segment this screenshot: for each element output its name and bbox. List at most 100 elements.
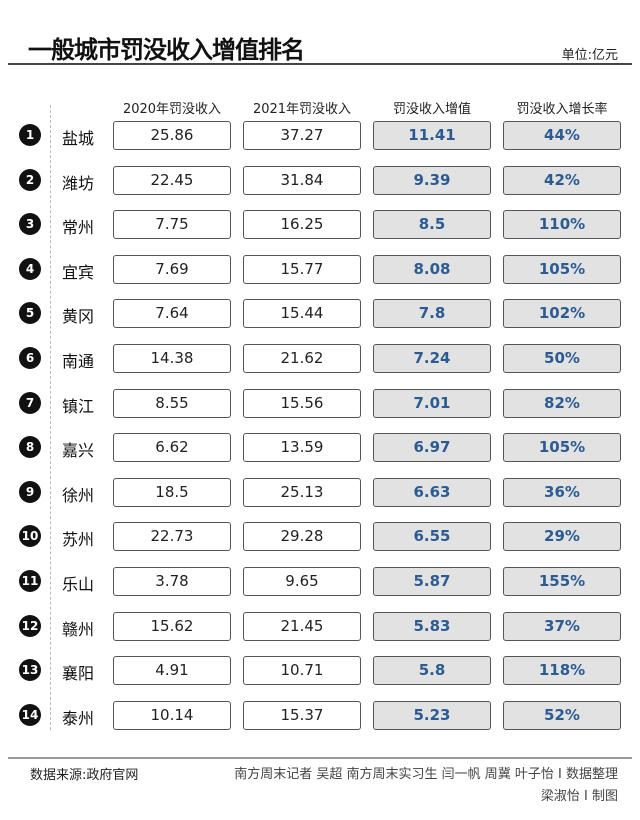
dashed-divider: [50, 105, 51, 730]
header-rate: 罚没收入增长率: [516, 102, 608, 117]
rank-badge: 1: [19, 124, 41, 146]
rank-badge: 9: [19, 480, 41, 503]
table-row: 2 潍坊 22.45 31.84 9.39 42%: [0, 165, 640, 195]
value-2020: 22.73: [113, 522, 231, 552]
value-increase: 6.97: [373, 433, 491, 463]
value-2020: 4.91: [113, 656, 231, 686]
city-name: 盐城: [62, 129, 95, 148]
rank-badge: 7: [19, 391, 41, 414]
city-name: 苏州: [62, 530, 95, 550]
value-increase: 11.41: [373, 121, 491, 150]
table-row: 11 乐山 3.78 9.65 5.87 155%: [0, 566, 640, 596]
value-2020: 10.14: [113, 700, 231, 730]
footer-divider: [8, 757, 632, 759]
value-rate: 52%: [503, 700, 621, 730]
table-row: 3 常州 7.75 16.25 8.5 110%: [0, 209, 640, 240]
table-row: 7 镇江 8.55 15.56 7.01 82%: [0, 388, 640, 418]
value-rate: 110%: [503, 210, 621, 240]
value-increase: 8.5: [373, 210, 491, 240]
rank-badge: 13: [19, 659, 41, 682]
table-row: 10 苏州 22.73 29.28 6.55 29%: [0, 521, 640, 552]
value-2021: 29.28: [243, 522, 361, 552]
value-rate: 82%: [503, 388, 621, 418]
value-increase: 9.39: [373, 165, 491, 195]
city-name: 宜宾: [62, 262, 95, 282]
table-row: 14 泰州 10.14 15.37 5.23 52%: [0, 700, 640, 730]
unit-label: 单位:亿元: [561, 48, 618, 63]
value-2021: 10.71: [243, 656, 361, 686]
value-increase: 7.01: [373, 388, 491, 418]
value-increase: 5.87: [373, 567, 491, 596]
value-2020: 3.78: [113, 567, 231, 596]
rank-badge: 3: [19, 213, 41, 236]
value-2020: 7.69: [113, 254, 231, 284]
rank-badge: 12: [19, 614, 41, 637]
value-2020: 8.55: [113, 388, 231, 418]
city-name: 南通: [62, 352, 95, 371]
value-2020: 7.75: [113, 210, 231, 240]
value-rate: 42%: [503, 165, 621, 195]
value-2021: 9.65: [243, 567, 361, 596]
value-2021: 13.59: [243, 433, 361, 463]
value-2021: 21.45: [243, 611, 361, 641]
city-name: 镇江: [62, 396, 95, 416]
city-name: 嘉兴: [62, 441, 95, 461]
value-rate: 155%: [503, 567, 621, 596]
value-2020: 25.86: [113, 121, 231, 150]
value-increase: 6.63: [373, 477, 491, 507]
table-row: 8 嘉兴 6.62 13.59 6.97 105%: [0, 432, 640, 463]
table-row: 9 徐州 18.5 25.13 6.63 36%: [0, 477, 640, 507]
table-row: 5 黄冈 7.64 15.44 7.8 102%: [0, 298, 640, 329]
value-2020: 14.38: [113, 344, 231, 373]
table-row: 6 南通 14.38 21.62 7.24 50%: [0, 343, 640, 373]
city-name: 襄阳: [62, 664, 95, 684]
rank-badge: 14: [19, 703, 41, 726]
city-name: 常州: [62, 218, 95, 238]
value-2021: 21.62: [243, 344, 361, 373]
value-increase: 5.8: [373, 656, 491, 686]
value-rate: 29%: [503, 522, 621, 552]
value-increase: 6.55: [373, 522, 491, 552]
title-divider: [8, 63, 632, 65]
value-rate: 105%: [503, 433, 621, 463]
value-2021: 16.25: [243, 210, 361, 240]
rank-badge: 6: [19, 347, 41, 369]
value-rate: 37%: [503, 611, 621, 641]
value-increase: 8.08: [373, 254, 491, 284]
city-name: 黄冈: [62, 307, 95, 327]
city-name: 乐山: [62, 575, 95, 594]
table-row: 12 赣州 15.62 21.45 5.83 37%: [0, 611, 640, 641]
city-name: 赣州: [62, 619, 95, 639]
value-rate: 44%: [503, 121, 621, 150]
value-2021: 15.77: [243, 254, 361, 284]
value-2020: 15.62: [113, 611, 231, 641]
value-increase: 5.83: [373, 611, 491, 641]
header-increase: 罚没收入增值: [392, 102, 471, 117]
city-name: 徐州: [62, 485, 95, 505]
value-2020: 18.5: [113, 477, 231, 507]
city-name: 泰州: [62, 708, 95, 728]
value-rate: 50%: [503, 344, 621, 373]
value-2021: 31.84: [243, 165, 361, 195]
rank-badge: 11: [19, 570, 41, 592]
table-row: 1 盐城 25.86 37.27 11.41 44%: [0, 120, 640, 150]
value-2021: 25.13: [243, 477, 361, 507]
city-name: 潍坊: [62, 173, 95, 193]
rank-badge: 2: [19, 168, 41, 191]
page-title: 一般城市罚没收入增值排名: [28, 36, 305, 64]
rank-badge: 5: [19, 302, 41, 325]
value-2020: 7.64: [113, 299, 231, 329]
credit-line-2: 梁淑怡 I 制图: [540, 789, 618, 804]
value-increase: 7.8: [373, 299, 491, 329]
rank-badge: 4: [19, 257, 41, 280]
value-rate: 105%: [503, 254, 621, 284]
value-2020: 22.45: [113, 165, 231, 195]
value-2020: 6.62: [113, 433, 231, 463]
credits: 南方周末记者 吴超 南方周末实习生 闫一帆 周冀 叶子怡 I 数据整理 梁淑怡 …: [234, 764, 618, 808]
header-2021: 2021年罚没收入: [252, 102, 352, 117]
value-rate: 36%: [503, 477, 621, 507]
value-2021: 15.44: [243, 299, 361, 329]
value-increase: 5.23: [373, 700, 491, 730]
value-2021: 15.37: [243, 700, 361, 730]
